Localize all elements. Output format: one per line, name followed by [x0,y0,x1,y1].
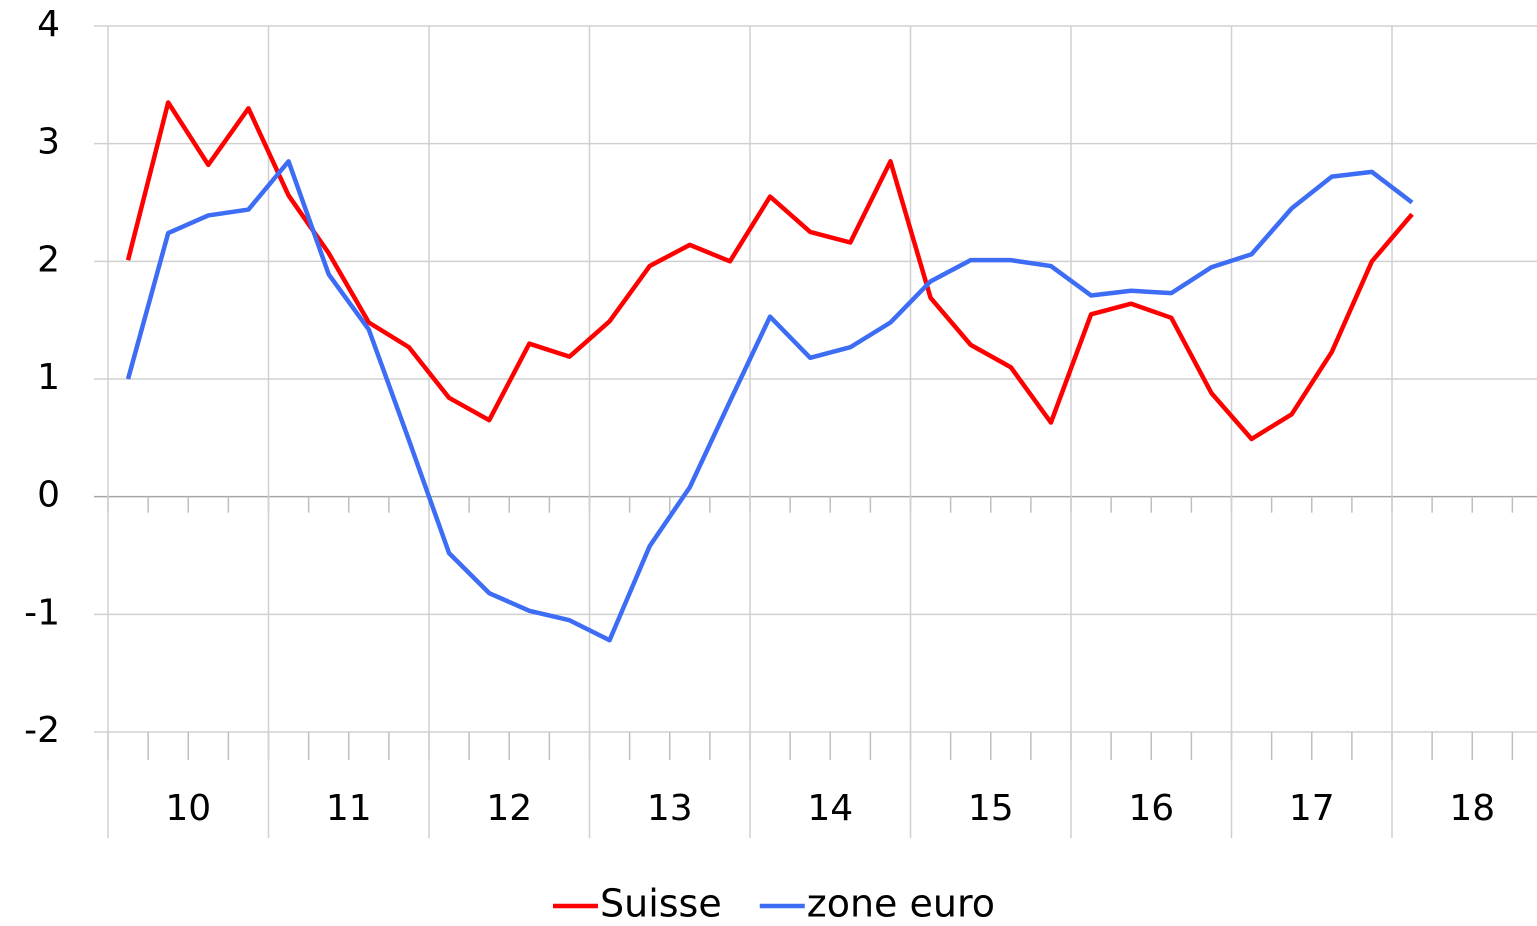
y-tick-label: 4 [37,4,60,45]
y-tick-label: 1 [37,357,60,398]
x-tick-label: 18 [1449,788,1495,829]
series-line [125,159,1414,643]
x-tick-label: 14 [807,788,853,829]
y-tick-label: -2 [24,710,60,751]
y-tick-label: 2 [37,239,60,280]
x-tick-label: 17 [1289,788,1335,829]
x-tick-label: 13 [647,788,693,829]
x-tick-label: 12 [486,788,532,829]
series-line [125,100,1414,442]
x-tick-label: 11 [326,788,372,829]
legend-label: zone euro [807,882,995,926]
y-tick-label: -1 [24,592,60,633]
y-tick-label: 3 [37,122,60,163]
x-tick-label: 10 [165,788,211,829]
x-tick-label: 15 [968,788,1014,829]
legend-label: Suisse [600,882,722,926]
x-tick-label: 16 [1128,788,1174,829]
y-tick-label: 0 [37,475,60,516]
